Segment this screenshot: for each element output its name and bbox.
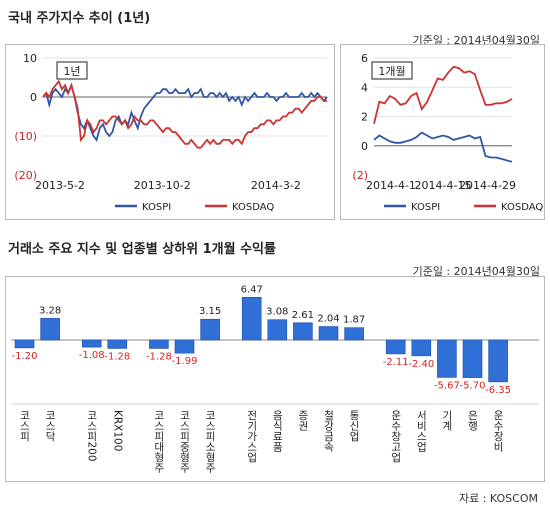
section2-title: 거래소 주요 지수 및 업종별 상하위 1개월 수익률 (8, 242, 276, 257)
bar-value-label: -6.35 (485, 385, 511, 396)
series-line-kosdaq (373, 65, 513, 125)
bar-value-label: 3.28 (39, 305, 61, 316)
chart-frame (5, 276, 545, 482)
bar-value-label: -1.08 (79, 350, 105, 361)
chart-frame (340, 44, 545, 220)
category-label: 코스피200 (86, 410, 98, 462)
section1-title: 국내 주가지수 추이 (1년) (8, 11, 151, 26)
category-label: 코스닥 (44, 410, 56, 442)
period-badge-label: 1년 (63, 65, 80, 78)
y-tick-label: 4 (361, 81, 368, 94)
bar (344, 327, 364, 341)
legend-label-kospi: KOSPI (142, 202, 171, 213)
chart-frame (5, 44, 335, 220)
category-label: 코스피중형주 (179, 410, 191, 474)
category-label: 코스피소형주 (204, 410, 216, 474)
kospi-kosdaq-1y-chart: 10 0 (10) (20)2013-5-2 2013-10-2 2014-3-2 1년 KO… (5, 44, 335, 220)
bar (81, 339, 102, 348)
y-tick-label: 2 (361, 111, 368, 124)
category-label: 운수창고업 (390, 410, 402, 463)
category-label: 증권 (297, 410, 309, 431)
y-tick-label: (10) (14, 130, 37, 143)
legend-label-kosdaq: KOSDAQ (501, 202, 543, 213)
period-badge-box (56, 61, 88, 80)
bar-value-label: -1.28 (104, 351, 130, 362)
bar-value-label: 2.04 (317, 314, 339, 325)
category-label: 통신업 (348, 410, 360, 442)
legend-label-kospi: KOSPI (411, 202, 440, 213)
x-tick-label: 2014-4-15 (415, 179, 472, 192)
bar (462, 339, 483, 378)
section2-base-date: 기준일 : 2014년04월30일 (412, 265, 540, 278)
bar-value-label: 1.87 (343, 315, 365, 326)
bar (267, 319, 288, 341)
bar-value-label: -2.11 (383, 357, 409, 368)
series-line-kospi (373, 131, 513, 163)
bar-value-label: 2.61 (292, 310, 314, 321)
category-label: 전기가스업 (246, 410, 258, 463)
period-badge-label: 1개월 (378, 65, 405, 78)
bar-value-label: -5.67 (434, 380, 460, 391)
category-label: 코스피 (19, 410, 31, 442)
category-label: 음식료품 (271, 410, 283, 452)
x-tick-label: 2013-10-2 (134, 179, 191, 192)
category-label: 코스피대형주 (153, 410, 165, 474)
bar-value-label: -1.20 (12, 351, 38, 362)
bar (107, 339, 128, 349)
y-tick-label: 0 (361, 140, 368, 153)
y-tick-label: (20) (14, 169, 37, 182)
x-tick-label: 2013-5-2 (35, 179, 85, 192)
y-tick-label: 10 (23, 52, 37, 65)
bar (174, 339, 195, 354)
series-line-kosdaq (42, 79, 327, 149)
category-label: 기계 (441, 410, 453, 432)
bar (318, 326, 339, 341)
x-tick-label: 2014-4-29 (459, 179, 516, 192)
bar (411, 339, 432, 357)
bar (40, 318, 60, 341)
bar (437, 339, 457, 378)
bar-value-label: 3.15 (199, 306, 221, 317)
bar (488, 339, 508, 383)
category-label: 서비스업 (415, 410, 427, 452)
bar (14, 339, 35, 349)
category-label: 은행 (467, 410, 479, 431)
bar (385, 339, 406, 355)
bar-value-label: 6.47 (241, 284, 263, 295)
sector-returns-bar-chart: -1.203.28-1.08 -1.28 -1.28 -1.993.156.473.0… (5, 276, 545, 482)
source-note: 자료 : KOSCOM (458, 492, 538, 505)
x-tick-label: 2014-4-1 (366, 179, 416, 192)
legend-label-kosdaq: KOSDAQ (232, 202, 274, 213)
bar-value-label: -5.70 (460, 381, 486, 392)
category-label: 운수장비 (492, 410, 504, 453)
x-tick-label: 2014-3-2 (251, 179, 301, 192)
y-tick-label: (2) (352, 169, 368, 182)
bar-value-label: -1.28 (146, 351, 172, 362)
series-line-kospi (42, 82, 328, 142)
category-label: KRX100 (111, 410, 123, 451)
bar-value-label: 3.08 (266, 307, 288, 318)
section1-base-date: 기준일 : 2014년04월30일 (412, 34, 540, 47)
category-label: 철강금속 (323, 410, 335, 453)
bar-value-label: -2.40 (408, 359, 434, 370)
bar (293, 322, 313, 341)
period-badge: 1개월 (371, 61, 413, 80)
period-badge-box (371, 61, 413, 80)
bar (200, 318, 220, 341)
bar (149, 339, 169, 349)
bar (241, 296, 262, 341)
bar-value-label: -1.99 (172, 356, 198, 367)
y-tick-label: 6 (361, 52, 368, 65)
period-badge: 1년 (56, 61, 88, 80)
y-tick-label: 0 (30, 91, 37, 104)
